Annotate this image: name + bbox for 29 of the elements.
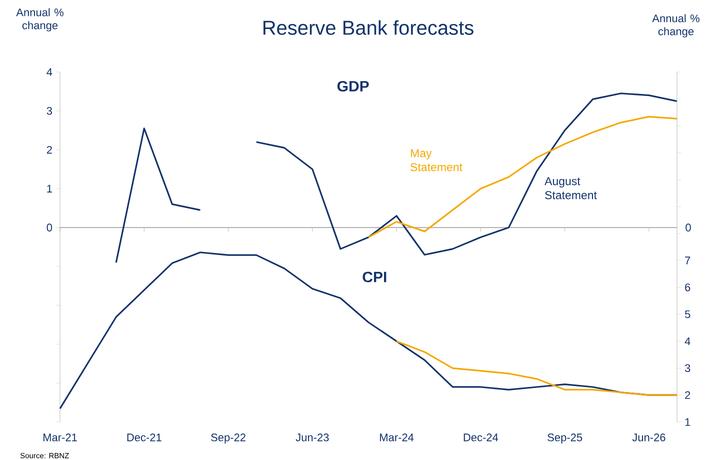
y-tick-label: 1: [47, 184, 52, 192]
y2-tick-label: 5: [684, 310, 690, 318]
annotation: GDP: [337, 80, 369, 92]
text: May Statement: [410, 149, 462, 172]
y2-tick-label: 7: [685, 256, 690, 264]
y2-tick-label: 1: [685, 418, 690, 426]
x-tick-label: Sep-22: [211, 434, 246, 444]
x-tick-label: Jun-23: [296, 434, 329, 442]
annotation: CPI: [362, 272, 386, 282]
x-tick-label: Dec-21: [127, 434, 162, 442]
y-tick-label: 0: [46, 224, 52, 232]
x-tick-label: Dec-24: [464, 434, 498, 442]
y2-tick-label: 6: [685, 283, 690, 292]
y-tick-label: 2: [46, 146, 52, 154]
x-tick-label: Jun-26: [632, 434, 666, 442]
chart-title: Reserve Bank forecasts: [263, 20, 474, 35]
x-tick-label: Sep-25: [548, 434, 582, 444]
ref-line-label: 0: [686, 224, 691, 232]
y-tick-label: 3: [46, 107, 52, 115]
y2-tick-label: 3: [684, 364, 690, 372]
series-label: August Statement: [544, 177, 597, 200]
x-tick-label: Mar-21: [44, 434, 77, 442]
y2-axis-title: Annual % change: [652, 14, 700, 38]
line-series: [396, 340, 678, 396]
y-axis-title: Annual % change: [16, 8, 64, 32]
x-tick-label: Mar-24: [380, 434, 414, 442]
y2-tick-label: 2: [685, 391, 690, 399]
y2-tick-label: 4: [684, 337, 690, 345]
y-tick-label: 4: [46, 68, 52, 76]
